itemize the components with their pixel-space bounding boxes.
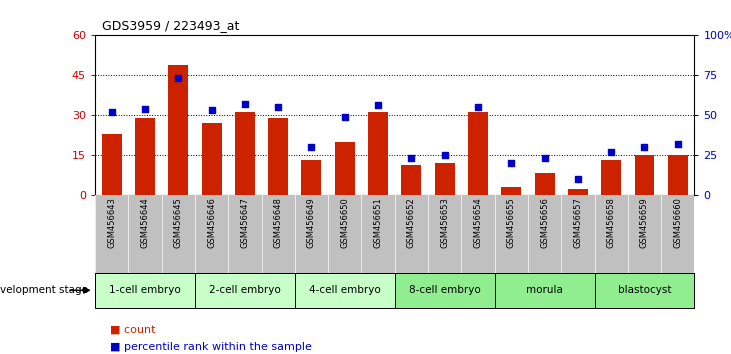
Text: GSM456644: GSM456644 <box>140 197 149 248</box>
Point <box>273 104 284 110</box>
Text: GSM456659: GSM456659 <box>640 197 649 248</box>
Text: 4-cell embryo: 4-cell embryo <box>309 285 381 295</box>
Text: GSM456650: GSM456650 <box>341 197 349 248</box>
Text: GSM456647: GSM456647 <box>240 197 249 248</box>
Bar <box>401 165 421 195</box>
Bar <box>235 113 255 195</box>
Text: 2-cell embryo: 2-cell embryo <box>209 285 281 295</box>
Bar <box>435 163 455 195</box>
Text: GSM456651: GSM456651 <box>374 197 382 248</box>
Bar <box>534 173 555 195</box>
Bar <box>195 273 295 308</box>
Point <box>205 107 217 113</box>
Point <box>239 101 251 107</box>
Text: development stage: development stage <box>0 285 91 295</box>
Point <box>306 144 317 150</box>
Text: GSM456648: GSM456648 <box>273 197 283 248</box>
Point <box>173 75 184 81</box>
Point <box>672 141 683 147</box>
Point <box>505 160 517 166</box>
Text: blastocyst: blastocyst <box>618 285 671 295</box>
Bar <box>601 160 621 195</box>
Point <box>472 104 484 110</box>
Text: GSM456657: GSM456657 <box>573 197 583 248</box>
Point <box>372 103 384 108</box>
Bar <box>202 123 221 195</box>
Point <box>406 155 417 161</box>
Bar <box>568 189 588 195</box>
Point <box>572 176 584 182</box>
Text: GSM456646: GSM456646 <box>207 197 216 248</box>
Text: GSM456655: GSM456655 <box>507 197 516 248</box>
Point <box>639 144 651 150</box>
Bar <box>268 118 288 195</box>
Bar <box>135 118 155 195</box>
Text: GDS3959 / 223493_at: GDS3959 / 223493_at <box>102 19 240 32</box>
Bar <box>95 273 195 308</box>
Bar <box>168 65 189 195</box>
Point <box>439 152 450 158</box>
Bar <box>594 273 694 308</box>
Bar <box>301 160 322 195</box>
Bar <box>295 273 395 308</box>
Bar <box>335 142 355 195</box>
Text: GSM456643: GSM456643 <box>107 197 116 248</box>
Text: 8-cell embryo: 8-cell embryo <box>409 285 480 295</box>
Text: ■ percentile rank within the sample: ■ percentile rank within the sample <box>110 342 311 352</box>
Bar <box>495 273 594 308</box>
Text: GSM456660: GSM456660 <box>673 197 682 248</box>
Text: ■ count: ■ count <box>110 324 155 334</box>
Text: GSM456652: GSM456652 <box>407 197 416 248</box>
Point <box>139 106 151 112</box>
Text: 1-cell embryo: 1-cell embryo <box>109 285 181 295</box>
Bar <box>635 155 654 195</box>
Point <box>106 109 118 115</box>
Bar <box>102 133 121 195</box>
Point <box>605 149 617 154</box>
Bar <box>668 155 688 195</box>
Point <box>339 114 351 119</box>
Text: GSM456658: GSM456658 <box>607 197 616 248</box>
Text: GSM456653: GSM456653 <box>440 197 449 248</box>
Text: GSM456645: GSM456645 <box>174 197 183 248</box>
Bar <box>501 187 521 195</box>
Text: GSM456656: GSM456656 <box>540 197 549 248</box>
Point <box>539 155 550 161</box>
Text: GSM456649: GSM456649 <box>307 197 316 248</box>
Text: GSM456654: GSM456654 <box>474 197 482 248</box>
Bar <box>468 113 488 195</box>
Text: morula: morula <box>526 285 563 295</box>
Bar <box>368 113 388 195</box>
Bar <box>395 273 495 308</box>
